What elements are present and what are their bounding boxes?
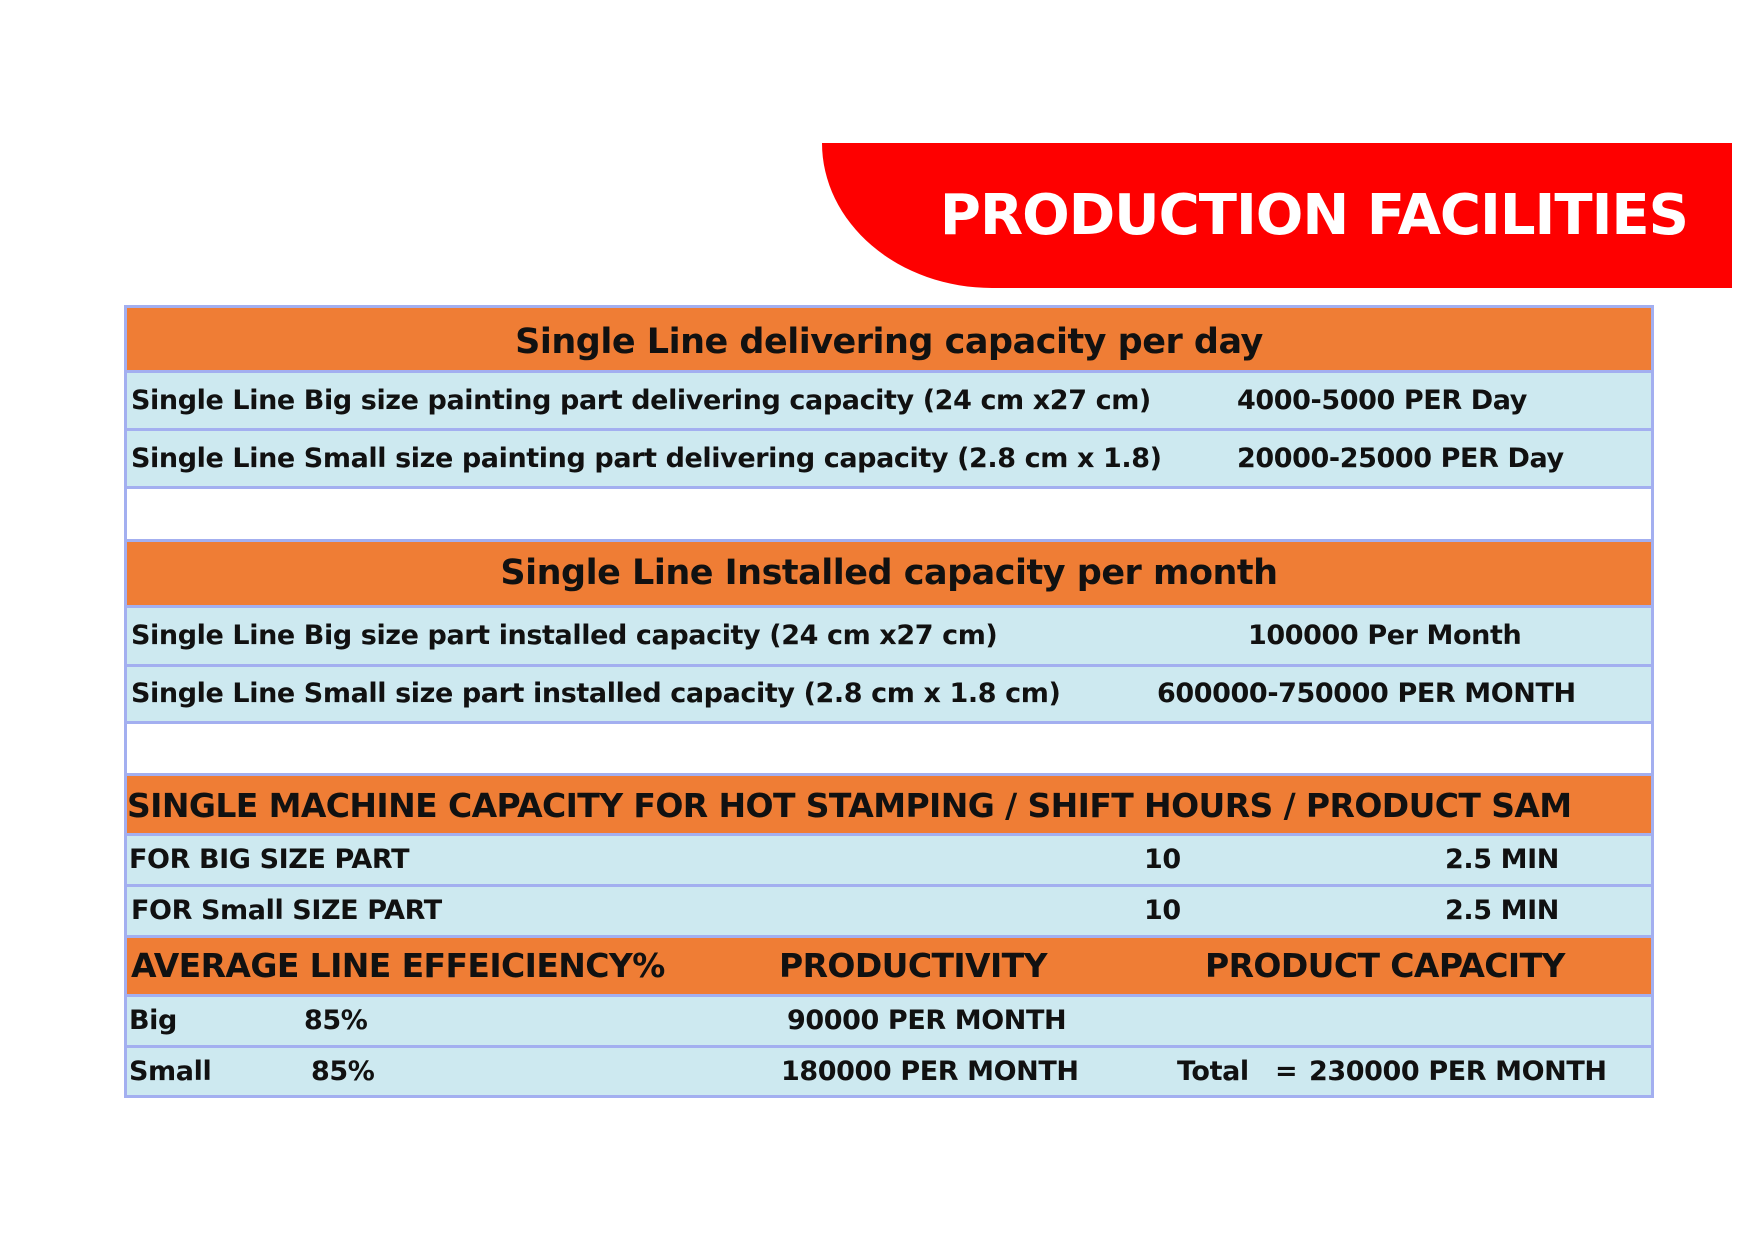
capacity-col-header: PRODUCT CAPACITY (1205, 946, 1565, 985)
table-row: Single Line Small size painting part del… (124, 431, 1654, 489)
total-label: Total (1177, 1056, 1249, 1087)
total-equals: = (1275, 1056, 1298, 1087)
delivering-small-value: 20000-25000 PER Day (1237, 443, 1564, 474)
delivering-capacity-header: Single Line delivering capacity per day (124, 305, 1654, 373)
big-efficiency-label: Big (129, 1005, 177, 1036)
installed-big-label: Single Line Big size part installed capa… (131, 620, 998, 651)
small-part-hours: 10 (1144, 895, 1181, 926)
spacer-row (124, 724, 1654, 776)
big-efficiency-pct: 85% (304, 1005, 368, 1036)
table-row: Small 85% 180000 PER MONTH Total = 23000… (124, 1048, 1654, 1098)
spacer-row (124, 489, 1654, 542)
delivering-small-label: Single Line Small size painting part del… (131, 443, 1162, 474)
productivity-col-header: PRODUCTIVITY (779, 946, 1047, 985)
big-part-label: FOR BIG SIZE PART (129, 844, 410, 875)
table-row: Single Line Small size part installed ca… (124, 667, 1654, 724)
total-capacity-value: 230000 PER MONTH (1309, 1056, 1607, 1087)
big-part-hours: 10 (1144, 844, 1181, 875)
small-productivity: 180000 PER MONTH (781, 1056, 1079, 1087)
delivering-big-value: 4000-5000 PER Day (1237, 385, 1527, 416)
small-efficiency-label: Small (129, 1056, 212, 1087)
hot-stamping-header-text: SINGLE MACHINE CAPACITY FOR HOT STAMPING… (127, 786, 1572, 825)
table-row: FOR BIG SIZE PART 10 2.5 MIN (124, 836, 1654, 887)
hot-stamping-header: SINGLE MACHINE CAPACITY FOR HOT STAMPING… (124, 776, 1654, 836)
table-row: Single Line Big size part installed capa… (124, 608, 1654, 667)
big-productivity: 90000 PER MONTH (787, 1005, 1067, 1036)
small-part-label: FOR Small SIZE PART (131, 895, 442, 926)
big-part-sam: 2.5 MIN (1445, 844, 1559, 875)
title-banner: PRODUCTION FACILITIES (822, 143, 1732, 288)
installed-small-value: 600000-750000 PER MONTH (1157, 678, 1576, 709)
efficiency-col-header: AVERAGE LINE EFFEICIENCY% (131, 946, 665, 985)
delivering-big-label: Single Line Big size painting part deliv… (131, 385, 1151, 416)
installed-capacity-header: Single Line Installed capacity per month (124, 542, 1654, 608)
efficiency-header: AVERAGE LINE EFFEICIENCY% PRODUCTIVITY P… (124, 938, 1654, 997)
table-row: Big 85% 90000 PER MONTH (124, 997, 1654, 1048)
capacity-sheet: Single Line delivering capacity per day … (124, 305, 1654, 1098)
table-row: FOR Small SIZE PART 10 2.5 MIN (124, 887, 1654, 938)
table-row: Single Line Big size painting part deliv… (124, 373, 1654, 431)
small-efficiency-pct: 85% (311, 1056, 375, 1087)
installed-big-value: 100000 Per Month (1248, 620, 1522, 651)
installed-small-label: Single Line Small size part installed ca… (131, 678, 1061, 709)
small-part-sam: 2.5 MIN (1445, 895, 1559, 926)
page-title: PRODUCTION FACILITIES (939, 183, 1689, 248)
